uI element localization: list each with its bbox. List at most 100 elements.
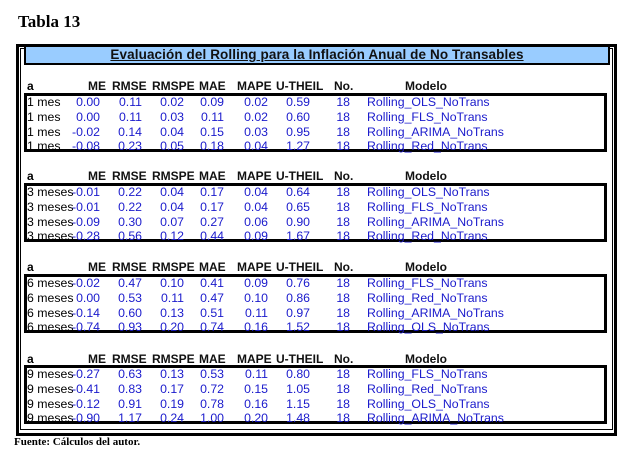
table-frame <box>16 44 617 436</box>
cell-count: 18 <box>336 290 350 305</box>
cell-count: 18 <box>336 199 350 214</box>
column-header-count: No. <box>334 352 354 366</box>
cell-me: -0.12 <box>71 396 100 411</box>
table-row: 3 meses -0.09 0.30 0.07 0.27 0.06 0.90 18 Rollin… <box>0 215 644 230</box>
table-row: 9 meses -0.12 0.91 0.19 0.78 0.16 1.15 18 Rollin… <box>0 397 644 412</box>
table-row: 3 meses -0.01 0.22 0.04 0.17 0.04 0.64 18 Rollin… <box>0 185 644 200</box>
table-row: 1 mes 0.00 0.11 0.03 0.11 0.02 0.60 18 Rolling_F… <box>0 110 644 125</box>
table-row: 6 meses -0.14 0.60 0.13 0.51 0.11 0.97 18 Rollin… <box>0 306 644 321</box>
cell-u-theil: 0.90 <box>286 214 310 229</box>
cell-count: 18 <box>336 396 350 411</box>
group-box <box>24 183 607 242</box>
cell-rmse: 0.56 <box>118 229 142 244</box>
cell-u-theil: 0.86 <box>286 290 310 305</box>
cell-mape: 0.06 <box>244 214 268 229</box>
cell-horizon: 9 meses <box>27 411 74 426</box>
column-header-rmspe: RMSPE <box>152 260 195 274</box>
cell-rmspe: 0.07 <box>160 214 184 229</box>
cell-me: -0.02 <box>71 124 100 139</box>
cell-rmspe: 0.20 <box>160 320 184 335</box>
cell-model: Rolling_OLS_NoTrans <box>367 320 490 335</box>
cell-model: Rolling_Red_NoTrans <box>367 229 488 244</box>
cell-me: -0.28 <box>71 229 100 244</box>
cell-mae: 0.18 <box>200 139 224 154</box>
cell-u-theil: 1.48 <box>286 411 310 426</box>
cell-rmspe: 0.19 <box>160 396 184 411</box>
cell-model: Rolling_ARIMA_NoTrans <box>367 305 504 320</box>
column-header-model: Modelo <box>405 260 447 274</box>
table-row: 9 meses -0.90 1.17 0.24 1.00 0.20 1.48 18 Rollin… <box>0 411 644 426</box>
group-box <box>24 274 607 333</box>
column-header-u-theil: U-THEIL <box>276 169 324 183</box>
cell-rmspe: 0.10 <box>160 276 184 290</box>
cell-mae: 0.09 <box>200 95 224 109</box>
cell-mape: 0.09 <box>244 276 268 290</box>
cell-count: 18 <box>336 411 350 426</box>
cell-horizon: 1 mes <box>27 95 61 109</box>
cell-count: 18 <box>336 276 350 290</box>
header-row: a ME RMSE RMSPE MAE MAPE U-THEIL No. Modelo <box>0 260 644 274</box>
cell-rmspe: 0.05 <box>160 139 184 154</box>
cell-u-theil: 1.27 <box>286 139 310 154</box>
cell-rmse: 0.83 <box>118 381 142 396</box>
cell-mae: 0.17 <box>200 199 224 214</box>
source-note: Fuente: Cálculos del autor. <box>14 436 141 448</box>
column-header-me: ME <box>88 79 106 93</box>
cell-mape: 0.11 <box>244 367 268 381</box>
cell-model: Rolling_FLS_NoTrans <box>367 109 488 124</box>
column-header-u-theil: U-THEIL <box>276 260 324 274</box>
header-row: a ME RMSE RMSPE MAE MAPE U-THEIL No. Modelo <box>0 79 644 93</box>
column-header-count: No. <box>334 260 354 274</box>
column-header-rmse: RMSE <box>112 352 147 366</box>
cell-mae: 0.17 <box>200 185 224 199</box>
cell-mae: 0.15 <box>200 124 224 139</box>
cell-mape: 0.02 <box>244 95 268 109</box>
cell-u-theil: 0.60 <box>286 109 310 124</box>
table-title: Evaluación del Rolling para la Inflación… <box>110 47 524 62</box>
cell-horizon: 6 meses <box>27 305 74 320</box>
cell-count: 18 <box>336 367 350 381</box>
group-box <box>24 93 607 152</box>
column-header-mae: MAE <box>199 79 226 93</box>
cell-count: 18 <box>336 185 350 199</box>
cell-u-theil: 1.15 <box>286 396 310 411</box>
column-header-model: Modelo <box>405 352 447 366</box>
cell-rmse: 0.11 <box>118 95 142 109</box>
cell-count: 18 <box>336 109 350 124</box>
cell-count: 18 <box>336 229 350 244</box>
cell-rmse: 0.22 <box>118 199 142 214</box>
column-header-count: No. <box>334 169 354 183</box>
column-header-horizon: a <box>27 260 34 274</box>
cell-mape: 0.16 <box>244 320 268 335</box>
cell-mae: 0.78 <box>200 396 224 411</box>
column-header-u-theil: U-THEIL <box>276 352 324 366</box>
cell-rmspe: 0.03 <box>160 109 184 124</box>
cell-u-theil: 0.64 <box>286 185 310 199</box>
column-header-me: ME <box>88 260 106 274</box>
cell-me: -0.01 <box>71 185 100 199</box>
column-header-rmse: RMSE <box>112 79 147 93</box>
cell-rmspe: 0.13 <box>160 305 184 320</box>
cell-rmspe: 0.11 <box>160 290 184 305</box>
cell-rmse: 0.63 <box>118 367 142 381</box>
cell-me: -0.01 <box>71 199 100 214</box>
column-header-rmspe: RMSPE <box>152 169 195 183</box>
cell-rmse: 0.47 <box>118 276 142 290</box>
header-row: a ME RMSE RMSPE MAE MAPE U-THEIL No. Modelo <box>0 352 644 366</box>
table-row: 1 mes -0.02 0.14 0.04 0.15 0.03 0.95 18 Rolling_… <box>0 125 644 140</box>
group-box <box>24 365 607 424</box>
cell-u-theil: 1.52 <box>286 320 310 335</box>
table-row: 6 meses 0.00 0.53 0.11 0.47 0.10 0.86 18 Rolling… <box>0 291 644 306</box>
cell-rmspe: 0.24 <box>160 411 184 426</box>
table-row: 6 meses -0.74 0.93 0.20 0.74 0.16 1.52 18 Rollin… <box>0 320 644 335</box>
cell-rmse: 0.93 <box>118 320 142 335</box>
table-row: 9 meses -0.27 0.63 0.13 0.53 0.11 0.80 18 Rollin… <box>0 367 644 382</box>
cell-mape: 0.04 <box>244 139 268 154</box>
column-header-horizon: a <box>27 352 34 366</box>
cell-mae: 0.74 <box>200 320 224 335</box>
cell-model: Rolling_OLS_NoTrans <box>367 95 490 109</box>
cell-rmse: 0.91 <box>118 396 142 411</box>
table-title-bar: Evaluación del Rolling para la Inflación… <box>24 47 610 65</box>
cell-mae: 0.11 <box>200 109 224 124</box>
cell-horizon: 3 meses <box>27 229 74 244</box>
